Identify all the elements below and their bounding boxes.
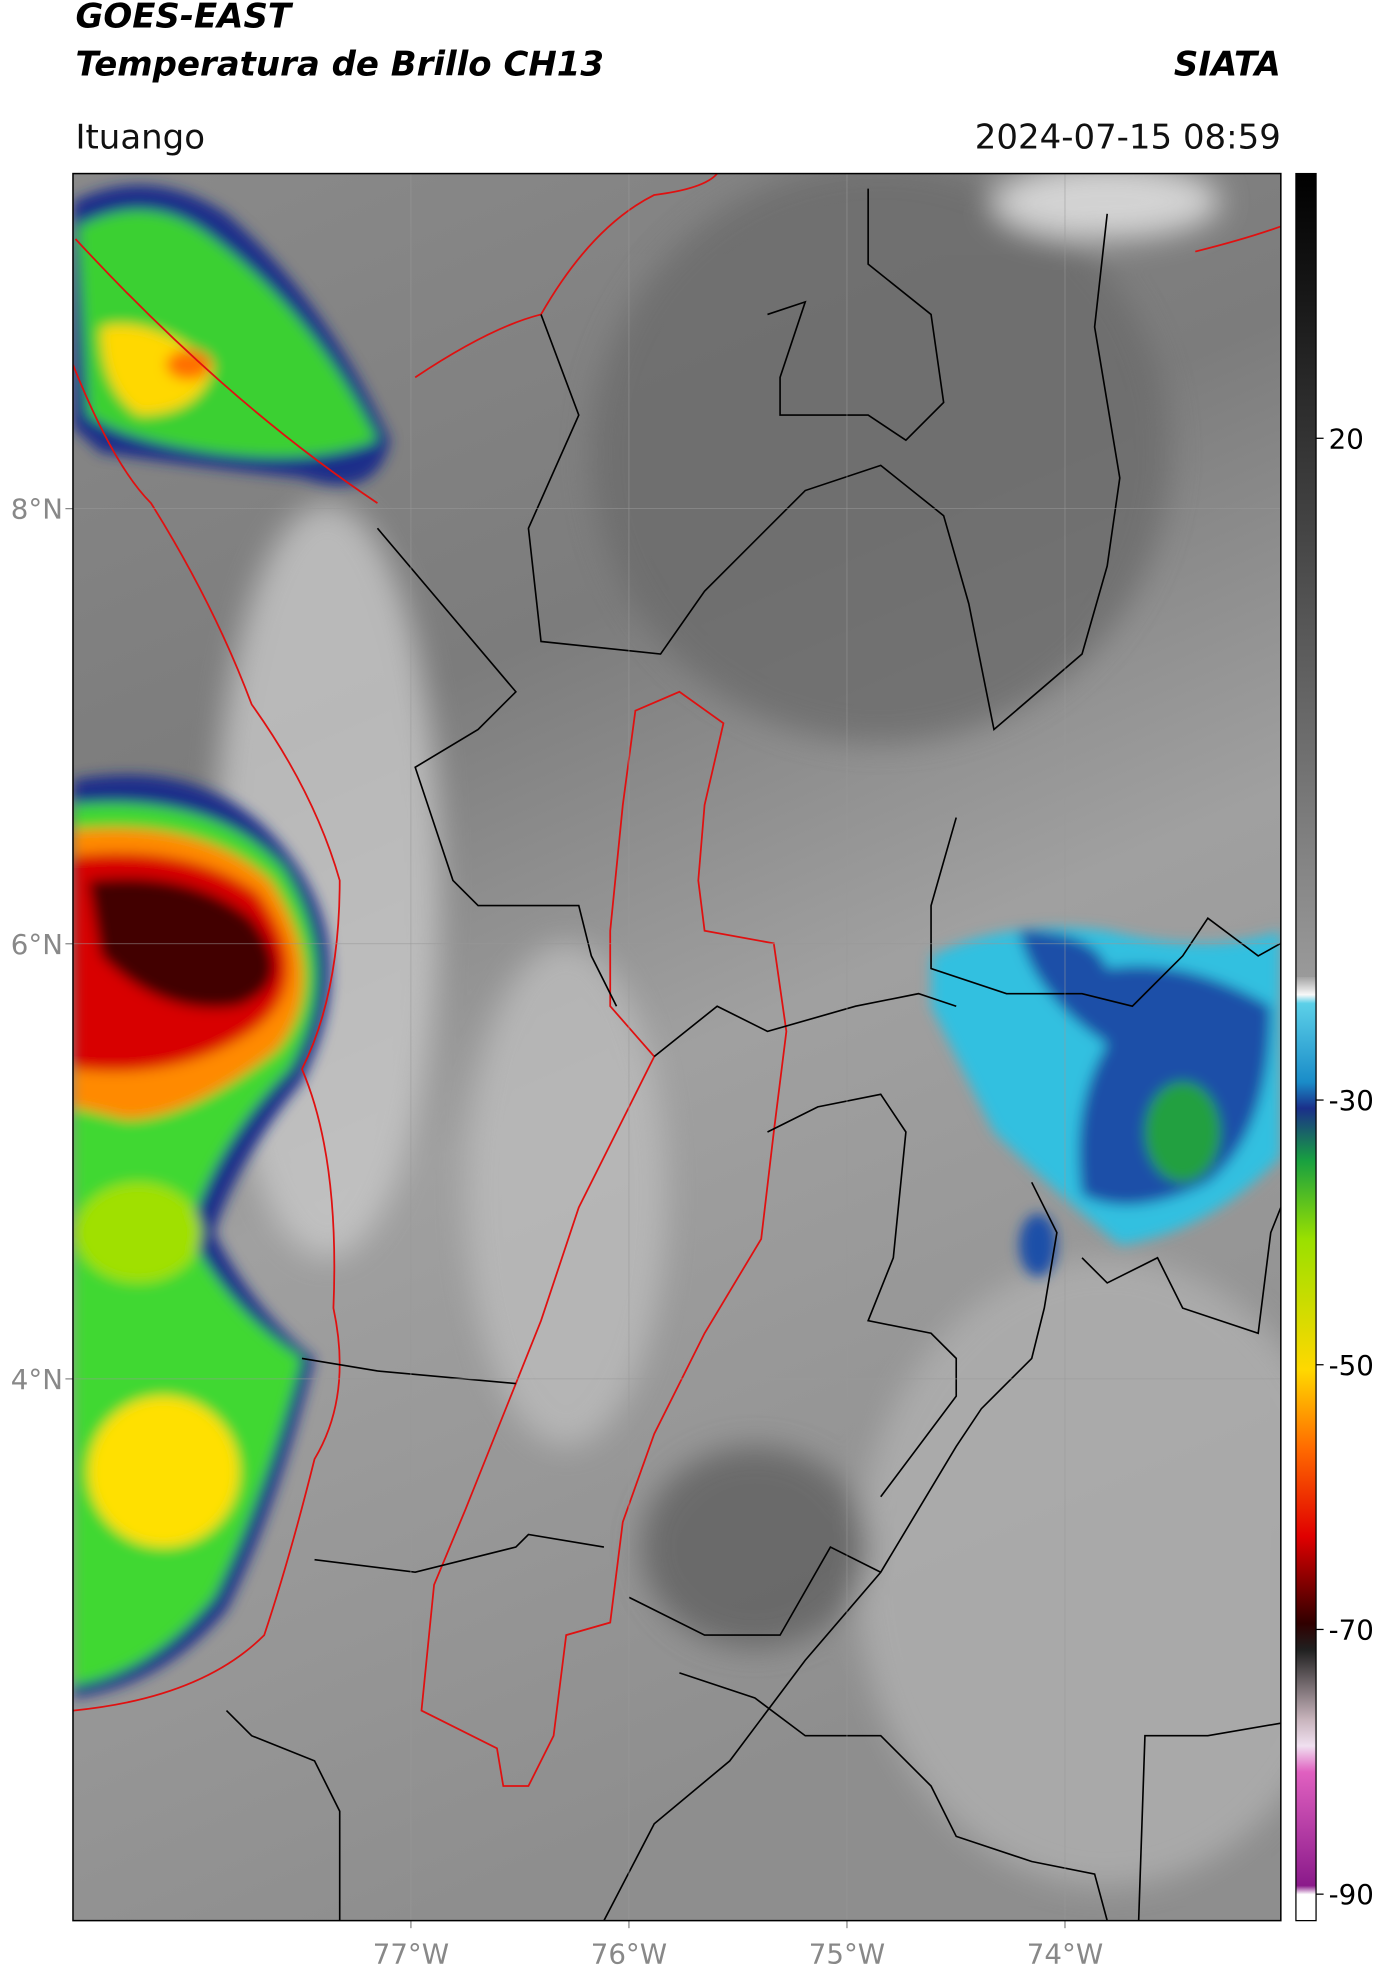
map-image <box>72 173 1281 1921</box>
lat-tick-label: 4°N <box>11 1363 63 1396</box>
colorbar-tick-label: -90 <box>1329 1878 1374 1911</box>
colorbar-tick-label: -30 <box>1329 1084 1374 1117</box>
location: Ituango <box>75 117 205 157</box>
lon-tick-label: 74°W <box>1027 1937 1103 1970</box>
map-frame <box>72 172 1282 1922</box>
lon-tick-label: 77°W <box>373 1937 449 1970</box>
lon-tick-label: 76°W <box>591 1937 667 1970</box>
colorbar-tick-label: -70 <box>1329 1614 1374 1647</box>
colorbar-tick-label: -50 <box>1329 1349 1374 1382</box>
title: GOES-EAST <box>75 0 293 37</box>
lat-tick-label: 6°N <box>11 928 63 961</box>
colorbar <box>1295 172 1317 1922</box>
colorbar-tick-label: 20 <box>1329 422 1364 455</box>
subtitle: Temperatura de Brillo CH13 <box>75 44 604 84</box>
lon-tick-label: 75°W <box>809 1937 885 1970</box>
graticule: 8°N 6°N 4°N 77°W 76°W 75°W 74°W <box>11 173 1281 1970</box>
brand: SIATA <box>1174 44 1281 84</box>
lat-tick-label: 8°N <box>11 493 63 526</box>
timestamp: 2024-07-15 08:59 <box>975 117 1281 157</box>
